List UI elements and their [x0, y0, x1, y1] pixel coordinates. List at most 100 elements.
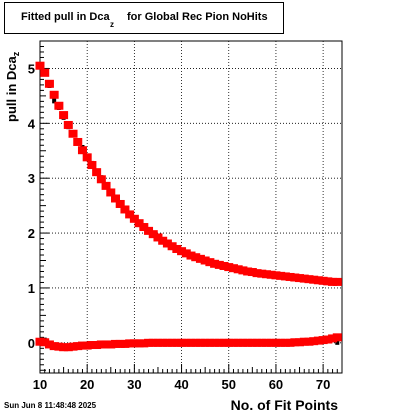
data-point-red	[172, 244, 182, 253]
x-tick-label: 20	[80, 377, 94, 392]
data-point-red	[134, 219, 144, 228]
data-point-red	[63, 120, 73, 129]
data-point-red	[295, 274, 305, 283]
data-point-red	[148, 338, 158, 347]
data-point-red	[134, 339, 144, 348]
data-point-red	[87, 341, 97, 350]
data-point-red	[262, 270, 271, 279]
chart-title: Fitted pull in Dca	[21, 11, 110, 23]
data-point-red	[120, 205, 130, 214]
data-point-red	[328, 277, 338, 286]
data-point-red	[106, 188, 116, 197]
data-point-red	[106, 340, 116, 349]
data-point-red	[167, 338, 177, 347]
data-point-black	[335, 339, 340, 345]
data-point-red	[200, 256, 210, 265]
data-point-red	[328, 334, 338, 343]
data-point-red	[299, 337, 309, 346]
data-point-red	[195, 338, 205, 347]
data-point-red	[87, 161, 97, 170]
data-point-red	[125, 339, 135, 348]
data-point-red	[68, 342, 78, 351]
data-point-red	[238, 338, 248, 347]
data-point-red	[228, 338, 238, 347]
data-point-red	[144, 338, 154, 347]
data-point-red	[210, 338, 220, 347]
data-point-red	[54, 342, 64, 351]
data-point-red	[144, 226, 154, 235]
y-tick-label: 1	[28, 281, 35, 296]
data-point-red	[158, 338, 168, 347]
data-point-red	[120, 339, 130, 348]
data-point-red	[162, 239, 172, 248]
data-point-red	[285, 272, 295, 281]
timestamp: Sun Jun 8 11:48:48 2025	[4, 401, 97, 410]
data-point-red	[252, 338, 262, 347]
x-tick-label: 40	[174, 377, 188, 392]
data-point-red	[266, 338, 276, 347]
data-point-red	[35, 337, 45, 346]
data-point-red	[153, 338, 163, 347]
data-point-red	[73, 342, 83, 351]
data-point-red	[323, 335, 333, 344]
data-point-red	[54, 101, 64, 110]
data-point-red	[205, 338, 215, 347]
data-point-red	[129, 214, 139, 223]
data-point-red	[129, 339, 139, 348]
data-point-red	[139, 223, 149, 232]
data-point-red	[304, 337, 314, 346]
data-point-red	[40, 338, 50, 347]
data-point-red	[82, 153, 92, 162]
data-point-red	[332, 277, 342, 286]
data-point-red	[233, 265, 243, 274]
x-tick-label: 70	[316, 377, 330, 392]
data-point-red	[304, 275, 314, 284]
data-point-red	[205, 258, 215, 267]
data-point-red	[309, 337, 319, 346]
data-point-red	[92, 168, 102, 177]
x-tick-label: 10	[33, 377, 47, 392]
data-point-red	[238, 266, 248, 275]
data-point-red	[158, 236, 168, 245]
data-point-red	[309, 275, 319, 284]
plot-frame	[39, 40, 343, 374]
data-point-red	[257, 269, 267, 278]
data-point-red	[77, 341, 87, 350]
data-point-red	[290, 273, 300, 282]
data-point-red	[73, 137, 83, 146]
data-point-red	[96, 175, 106, 184]
data-point-red	[181, 249, 191, 258]
data-point-red	[233, 338, 243, 347]
data-point-red	[35, 61, 45, 70]
y-tick-label: 2	[28, 226, 35, 241]
data-point-red	[191, 253, 201, 262]
title-box: Fitted pull in Dca z for Global Rec Pion…	[4, 2, 284, 34]
data-point-red	[44, 79, 54, 88]
data-point-red	[177, 338, 187, 347]
x-tick-label: 60	[269, 377, 283, 392]
x-tick-label: 50	[222, 377, 236, 392]
data-point-red	[162, 338, 172, 347]
chart-title-subscript: z	[110, 20, 114, 29]
data-point-red	[276, 271, 286, 280]
y-tick-label: 3	[28, 171, 35, 186]
data-point-red	[247, 338, 257, 347]
data-point-red	[111, 339, 120, 348]
data-point-red	[252, 269, 262, 278]
data-point-red	[111, 194, 120, 203]
data-point-red	[210, 259, 220, 268]
data-point-red	[228, 264, 238, 273]
data-point-red	[77, 146, 87, 155]
data-point-red	[82, 341, 92, 350]
data-point-red	[332, 333, 342, 342]
data-point-red	[262, 338, 271, 347]
data-point-red	[153, 233, 163, 242]
data-point-red	[285, 338, 295, 347]
data-point-red	[247, 268, 257, 277]
data-point-red	[139, 339, 149, 348]
data-point-red	[148, 230, 158, 239]
data-point-red	[101, 340, 111, 349]
data-point-red	[195, 254, 205, 263]
data-point-red	[186, 338, 196, 347]
